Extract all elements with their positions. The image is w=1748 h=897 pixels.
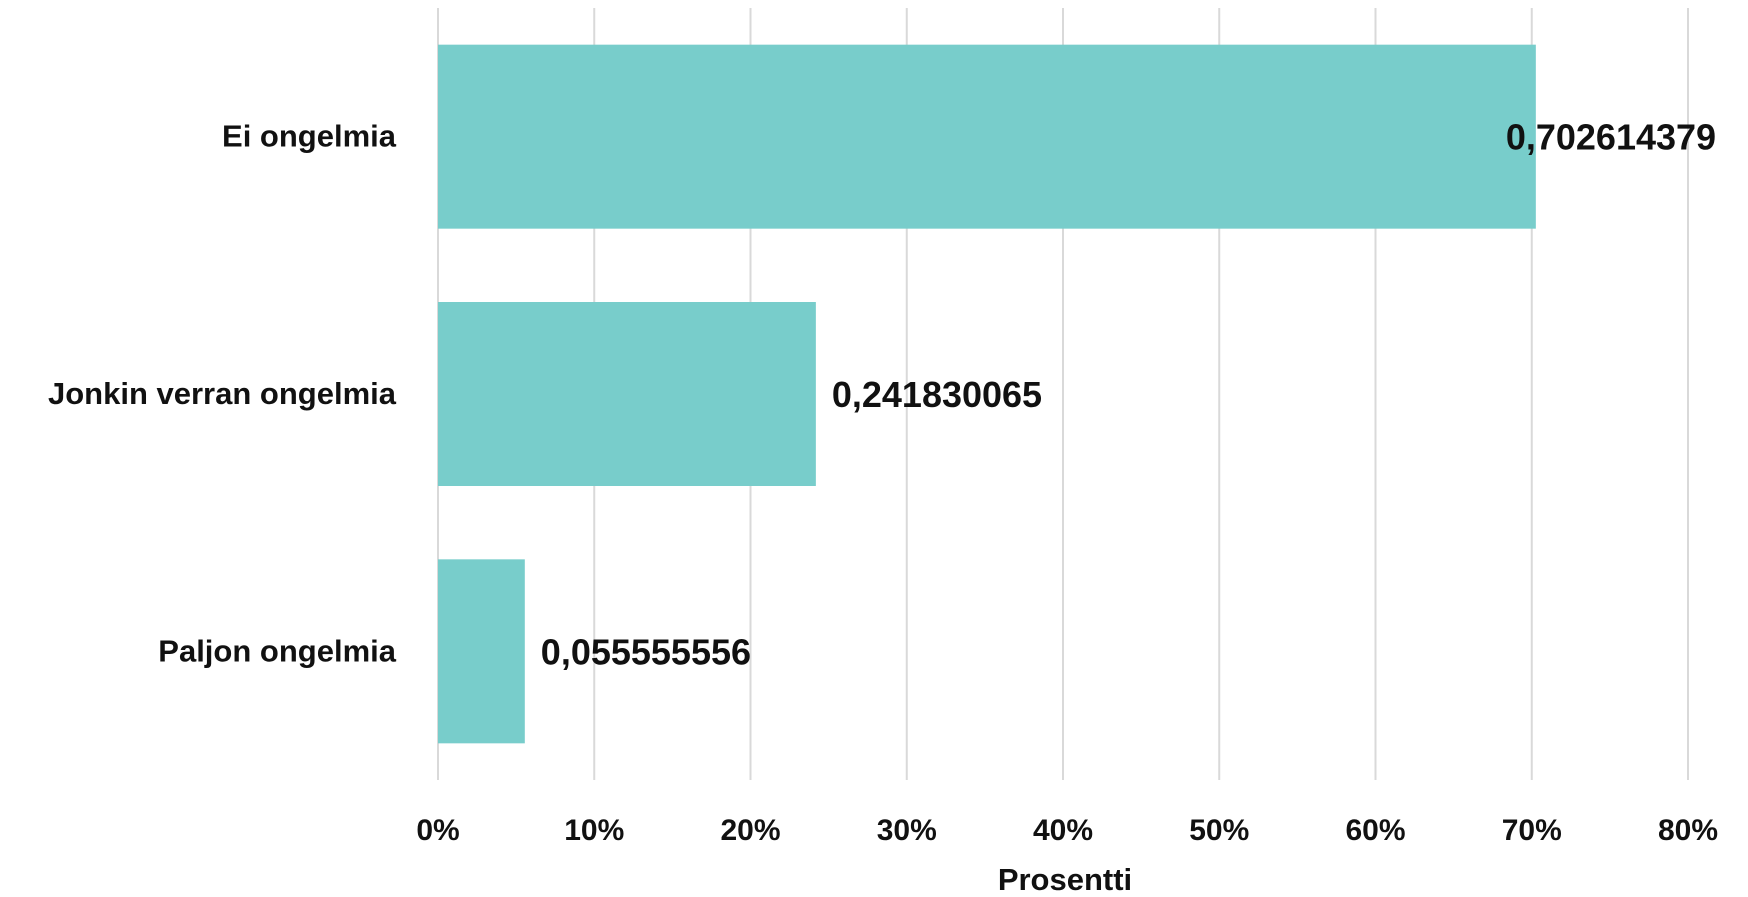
x-tick-label: 40% bbox=[1033, 814, 1093, 847]
x-axis-title: Prosentti bbox=[998, 862, 1132, 897]
x-tick-label: 20% bbox=[720, 814, 780, 847]
labels: 0% 10% 20% 30% 40% 50% 60% 70% 80% Ei ongelmia 0,7… bbox=[48, 117, 1718, 847]
x-tick-label: 70% bbox=[1502, 814, 1562, 847]
bar bbox=[438, 44, 1536, 229]
category-label: Ei ongelmia bbox=[222, 119, 397, 154]
x-tick-label: 60% bbox=[1345, 814, 1405, 847]
category-label: Jonkin verran ongelmia bbox=[48, 376, 397, 411]
bars bbox=[438, 44, 1536, 744]
x-tick-label: 10% bbox=[564, 814, 624, 847]
x-tick-label: 50% bbox=[1189, 814, 1249, 847]
data-label: 0,055555556 bbox=[541, 631, 751, 672]
x-tick-label: 0% bbox=[416, 814, 459, 847]
bar bbox=[438, 302, 816, 486]
data-label: 0,241830065 bbox=[832, 374, 1042, 415]
x-tick-label: 30% bbox=[877, 814, 937, 847]
data-label: 0,702614379 bbox=[1506, 117, 1716, 158]
bar bbox=[438, 559, 525, 744]
category-label: Paljon ongelmia bbox=[158, 633, 396, 668]
x-tick-label: 80% bbox=[1658, 814, 1718, 847]
